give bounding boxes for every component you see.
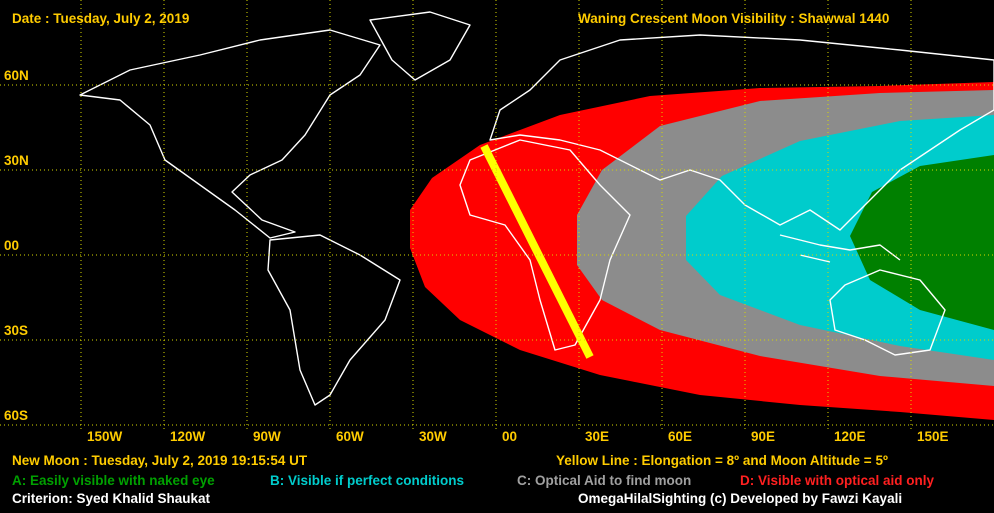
north-america xyxy=(79,29,381,239)
yellow-line-note: Yellow Line : Elongation = 8º and Moon A… xyxy=(556,453,888,468)
africa xyxy=(459,139,631,351)
date: Date : Tuesday, July 2, 2019 xyxy=(12,11,189,26)
criterion: Criterion: Syed Khalid Shaukat xyxy=(12,491,211,506)
longitude-label: 90E xyxy=(751,429,775,444)
credit: OmegaHilalSighting (c) Developed by Fawz… xyxy=(578,491,902,506)
maritime-asia xyxy=(779,234,901,263)
latitude-label: 60N xyxy=(4,68,29,83)
longitude-label: 120W xyxy=(170,429,206,444)
australia xyxy=(829,269,946,356)
longitude-label: 30E xyxy=(585,429,609,444)
legend-a: A: Easily visible with naked eye xyxy=(12,473,215,488)
latitude-label: 30N xyxy=(4,153,29,168)
longitude-label: 150W xyxy=(87,429,123,444)
longitude-label: 90W xyxy=(253,429,281,444)
coastlines xyxy=(79,11,994,406)
longitude-label: 120E xyxy=(834,429,866,444)
longitude-label: 150E xyxy=(917,429,949,444)
south-america xyxy=(267,234,401,406)
grid: 60N 30N 00 30S 60S 150W 120W 90W 60W 30W 00 30E 60E 9… xyxy=(0,0,994,444)
latitude-label: 30S xyxy=(4,323,28,338)
title: Waning Crescent Moon Visibility : Shawwa… xyxy=(578,11,889,26)
greenland xyxy=(369,11,471,81)
new-moon: New Moon : Tuesday, July 2, 2019 19:15:5… xyxy=(12,453,308,468)
latitude-label: 60S xyxy=(4,408,28,423)
longitude-label: 60E xyxy=(668,429,692,444)
longitude-label: 30W xyxy=(419,429,447,444)
longitude-label: 00 xyxy=(502,429,517,444)
legend-c: C: Optical Aid to find moon xyxy=(517,473,691,488)
latitude-label: 00 xyxy=(4,238,19,253)
yellow-line xyxy=(480,144,594,359)
longitude-label: 60W xyxy=(336,429,364,444)
legend-b: B: Visible if perfect conditions xyxy=(270,473,464,488)
zone-a xyxy=(850,155,994,330)
legend-d: D: Visible with optical aid only xyxy=(740,473,935,488)
visibility-zones xyxy=(410,82,994,420)
